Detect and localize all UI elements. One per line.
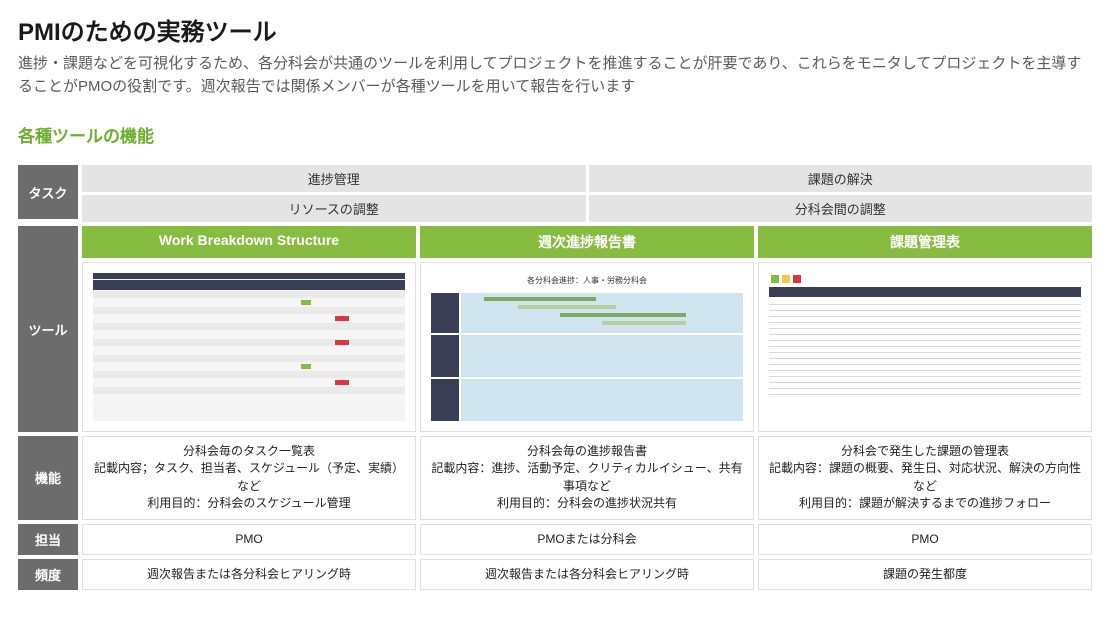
task-progress: 進捗管理 <box>82 165 586 192</box>
page-description: 進捗・課題などを可視化するため、各分科会が共通のツールを利用してプロジェクトを推… <box>18 53 1092 98</box>
freq-issue: 課題の発生都度 <box>758 559 1092 590</box>
task-issue: 課題の解決 <box>589 165 1093 192</box>
weekly-mock: 各分科会進捗：人事・労務分科会 <box>431 273 742 420</box>
task-area: 進捗管理 課題の解決 リソースの調整 分科会間の調整 <box>82 165 1092 222</box>
task-coord: 分科会間の調整 <box>589 195 1093 222</box>
func-issue: 分科会で発生した課題の管理表 記載内容：課題の概要、発生日、対応状況、解決の方向… <box>758 436 1092 520</box>
task-resource: リソースの調整 <box>82 195 586 222</box>
freq-weekly: 週次報告または各分科会ヒアリング時 <box>420 559 754 590</box>
weekly-thumb-caption: 各分科会進捗：人事・労務分科会 <box>431 273 742 291</box>
func-wbs-l3: 利用目的：分科会のスケジュール管理 <box>147 495 350 512</box>
rowlabel-owner: 担当 <box>18 524 78 555</box>
tool-thumb-issue <box>758 262 1092 432</box>
func-weekly: 分科会毎の進捗報告書 記載内容：進捗、活動予定、クリティカルイシュー、共有事項な… <box>420 436 754 520</box>
rowlabel-func: 機能 <box>18 436 78 520</box>
func-weekly-l2: 記載内容：進捗、活動予定、クリティカルイシュー、共有事項など <box>427 460 747 495</box>
func-wbs: 分科会毎のタスク一覧表 記載内容；タスク、担当者、スケジュール（予定、実績）など… <box>82 436 416 520</box>
page-title: PMIのための実務ツール <box>18 12 1092 47</box>
freq-wbs: 週次報告または各分科会ヒアリング時 <box>82 559 416 590</box>
func-weekly-l3: 利用目的：分科会の進捗状況共有 <box>497 495 677 512</box>
rowlabel-tool: ツール <box>18 226 78 432</box>
owner-wbs: PMO <box>82 524 416 555</box>
owner-weekly: PMOまたは分科会 <box>420 524 754 555</box>
tool-thumb-weekly: 各分科会進捗：人事・労務分科会 <box>420 262 754 432</box>
func-issue-l2: 記載内容：課題の概要、発生日、対応状況、解決の方向性など <box>765 460 1085 495</box>
func-issue-l3: 利用目的：課題が解決するまでの進捗フォロー <box>799 495 1051 512</box>
wbs-mock <box>93 273 404 420</box>
tool-thumb-wbs <box>82 262 416 432</box>
section-title: 各種ツールの機能 <box>18 122 1092 147</box>
tool-head-weekly: 週次進捗報告書 <box>420 226 754 258</box>
func-issue-l1: 分科会で発生した課題の管理表 <box>841 443 1009 460</box>
rowlabel-freq: 頻度 <box>18 559 78 590</box>
func-weekly-l1: 分科会毎の進捗報告書 <box>527 443 647 460</box>
owner-issue: PMO <box>758 524 1092 555</box>
tool-head-issue: 課題管理表 <box>758 226 1092 258</box>
tools-table: タスク 進捗管理 課題の解決 リソースの調整 分科会間の調整 ツール Work … <box>18 165 1092 590</box>
issue-mock <box>769 273 1080 420</box>
func-wbs-l2: 記載内容；タスク、担当者、スケジュール（予定、実績）など <box>89 460 409 495</box>
func-wbs-l1: 分科会毎のタスク一覧表 <box>183 443 315 460</box>
rowlabel-task: タスク <box>18 165 78 219</box>
tool-head-wbs: Work Breakdown Structure <box>82 226 416 258</box>
